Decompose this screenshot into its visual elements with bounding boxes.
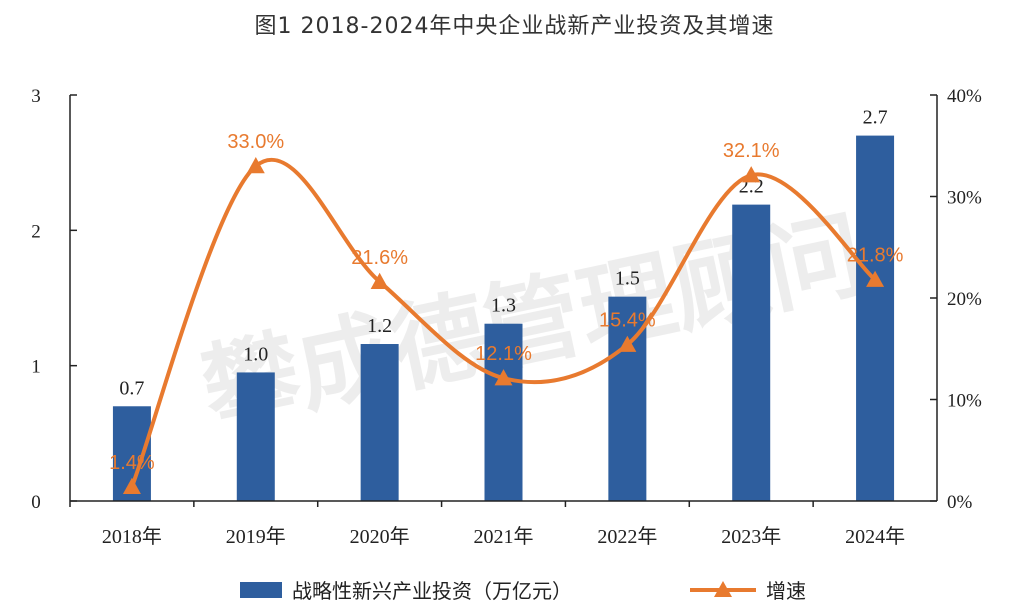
growth-value-label: 21.6% <box>351 247 408 269</box>
growth-value-label: 21.8% <box>847 245 904 267</box>
x-tick-label: 2022年 <box>597 525 657 548</box>
legend-bar-label: 战略性新兴产业投资（万亿元） <box>292 579 572 603</box>
x-tick-label: 2019年 <box>226 525 286 548</box>
x-tick-label: 2024年 <box>845 525 905 548</box>
chart-title: 图1 2018-2024年中央企业战新产业投资及其增速 <box>254 14 775 39</box>
right-y-tick-label: 20% <box>947 289 982 310</box>
legend-line-label: 增速 <box>766 579 806 603</box>
legend-bar-swatch <box>240 582 282 598</box>
x-tick-label: 2023年 <box>721 525 781 548</box>
bar-value-label: 2.7 <box>863 107 888 129</box>
left-y-tick-label: 3 <box>31 86 41 107</box>
legend-triangle-marker <box>714 581 732 597</box>
growth-point-marker <box>370 272 389 289</box>
growth-value-label: 1.4% <box>109 452 155 474</box>
growth-value-label: 33.0% <box>227 131 284 153</box>
right-y-tick-label: 0% <box>947 492 973 513</box>
x-tick-label: 2020年 <box>350 525 410 548</box>
bar <box>360 344 399 501</box>
growth-point-marker <box>742 166 761 183</box>
right-y-tick-label: 10% <box>947 391 982 412</box>
growth-point-marker <box>494 369 513 386</box>
x-tick-label: 2018年 <box>102 525 162 548</box>
growth-value-label: 15.4% <box>599 310 656 332</box>
bar-value-label: 1.0 <box>243 343 268 365</box>
bar <box>732 204 771 501</box>
bar-value-label: 1.5 <box>615 268 640 290</box>
bar-value-label: 1.3 <box>491 295 516 317</box>
bar <box>484 323 523 501</box>
growth-value-label: 32.1% <box>723 140 780 162</box>
bar <box>236 372 275 501</box>
watermark-text: 攀成德管理顾问 <box>193 198 874 447</box>
right-y-tick-label: 30% <box>947 188 982 209</box>
growth-line-series: 1.4% 33.0% 21.6% 12.1% 15.4% 32.1% 21.8% <box>109 131 904 494</box>
growth-value-label: 12.1% <box>475 343 532 365</box>
bar-value-label: 0.7 <box>119 377 144 399</box>
legend: 战略性新兴产业投资（万亿元） 增速 <box>240 579 806 603</box>
x-tick-label: 2021年 <box>474 525 534 548</box>
bar-value-label: 1.2 <box>367 315 392 337</box>
left-y-tick-label: 2 <box>31 221 41 242</box>
growth-point-marker <box>618 335 637 352</box>
left-y-tick-label: 1 <box>31 357 41 378</box>
bar <box>856 135 895 501</box>
right-y-tick-label: 40% <box>947 86 982 107</box>
growth-point-marker <box>122 477 141 494</box>
growth-point-marker <box>866 270 885 287</box>
growth-point-marker <box>246 157 265 174</box>
left-y-tick-label: 0 <box>31 492 41 513</box>
bar-series: 0.71.01.21.31.52.22.7 <box>112 107 895 501</box>
